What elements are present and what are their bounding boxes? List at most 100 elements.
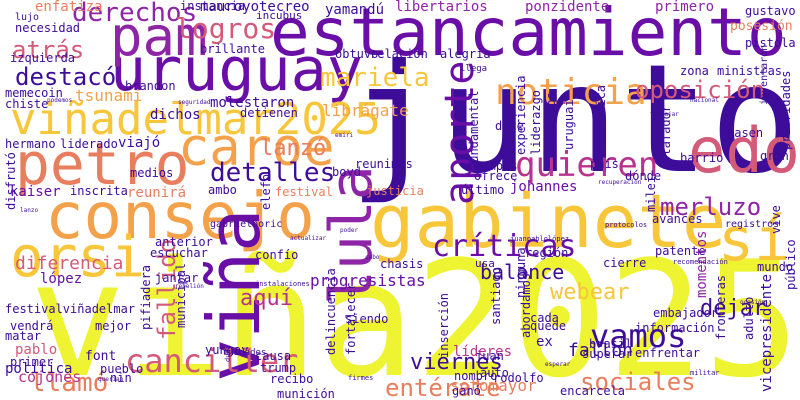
cloud-word-cada: cada bbox=[530, 311, 559, 325]
cloud-word-destaco: destacó bbox=[15, 63, 117, 91]
cloud-word-ponzidente: ponzidente bbox=[525, 0, 610, 15]
cloud-word-santiago: santiago bbox=[489, 267, 503, 325]
cloud-word-ambo: ambo bbox=[208, 183, 237, 197]
cloud-word-yungay: yungay bbox=[205, 343, 249, 357]
cloud-word-alegria: alegría bbox=[440, 47, 491, 61]
cloud-word-ofrece: ofrece bbox=[474, 169, 518, 183]
cloud-word-uruguai: uruguai bbox=[562, 99, 576, 150]
cloud-word-molestaron: molestaron bbox=[210, 95, 295, 111]
cloud-word-ultimo: último bbox=[461, 183, 505, 197]
cloud-word-ministras: ministras bbox=[717, 64, 783, 78]
cloud-word-municipal: municipal bbox=[174, 262, 188, 328]
cloud-word-milei: milei bbox=[644, 175, 658, 212]
cloud-word-trabajar: trabajar bbox=[650, 111, 679, 118]
cloud-word-fundamental: fundamental bbox=[467, 90, 481, 170]
cloud-word-brasil: brasil bbox=[589, 337, 633, 351]
cloud-word-quieren: quieren bbox=[515, 145, 659, 185]
cloud-word-relacion: relación bbox=[370, 47, 428, 61]
cloud-word-trump: trump bbox=[260, 361, 297, 375]
cloud-word-llamo: llamó bbox=[30, 368, 109, 398]
cloud-word-emiri: emiri bbox=[335, 132, 354, 139]
cloud-word-enfatiza: enfatiza bbox=[35, 0, 103, 15]
cloud-word-rodolfo: rodolfo bbox=[493, 371, 544, 385]
cloud-word-podemos: podemos bbox=[47, 97, 73, 104]
cloud-word-progresistas: progresistas bbox=[310, 271, 426, 290]
cloud-word-historica: histórica bbox=[594, 84, 608, 150]
cloud-word-primero: primero bbox=[655, 0, 715, 15]
cloud-word-logros: logros bbox=[175, 12, 277, 45]
cloud-word-primer: primer bbox=[10, 355, 54, 369]
cloud-word-poder: poder bbox=[340, 227, 359, 234]
cloud-word-desafios: desafíos bbox=[544, 92, 558, 150]
cloud-word-dejar: dejar bbox=[700, 296, 767, 321]
cloud-word-reunira: reunirá bbox=[127, 185, 187, 201]
cloud-word-instalaciones: instalaciones bbox=[255, 280, 310, 288]
cloud-word-balance: balance bbox=[480, 260, 565, 284]
cloud-word-ex: ex bbox=[536, 334, 553, 350]
cloud-word-viajo: viajó bbox=[118, 135, 161, 151]
cloud-word-cojones: cojones bbox=[18, 368, 82, 386]
cloud-word-junto: junto bbox=[348, 33, 800, 207]
cloud-word-canciller: canciller bbox=[125, 342, 299, 380]
cloud-word-pueblo: pueblo bbox=[100, 362, 144, 376]
cloud-word-recibo: recibo bbox=[270, 372, 314, 386]
cloud-word-font: font bbox=[85, 349, 117, 364]
cloud-word-firmes: firmes bbox=[348, 374, 374, 382]
cloud-word-encarcela: encarcela bbox=[560, 384, 626, 398]
cloud-word-juan: juan bbox=[475, 349, 504, 363]
cloud-word-zona: zona bbox=[680, 64, 709, 78]
cloud-word-matar: matar bbox=[5, 329, 42, 343]
cloud-word-libertarios: libertarios bbox=[395, 0, 488, 15]
cloud-word-medios: medios bbox=[130, 166, 174, 180]
cloud-word-detalles: detalles bbox=[210, 158, 336, 188]
cloud-word-vendra: vendrá bbox=[10, 319, 54, 333]
cloud-word-merluzo: merluzo bbox=[660, 193, 762, 221]
cloud-word-dice: dice bbox=[495, 119, 524, 133]
cloud-word-avances: avances bbox=[652, 212, 703, 226]
cloud-word-liderazgo: liderazgo bbox=[529, 89, 543, 155]
cloud-word-insercion: inserción bbox=[437, 292, 451, 358]
cloud-word-abordamos: abordamos bbox=[519, 272, 533, 338]
cloud-word-festivalvinadelmar: festivalviñadelmar bbox=[5, 302, 136, 316]
cloud-word-ocasion: ocasión bbox=[740, 299, 766, 306]
cloud-word-anterior: anterior bbox=[155, 235, 213, 249]
cloud-word-embajador: embajador bbox=[653, 306, 719, 320]
cloud-word-usa: usa bbox=[475, 257, 495, 270]
cloud-word-recuperacion: recuperación bbox=[598, 179, 642, 186]
cloud-word-escuchar: escuchar bbox=[150, 246, 208, 260]
cloud-word-lopez: lópez bbox=[40, 271, 83, 287]
cloud-word-actualizar: actualizar bbox=[290, 235, 327, 242]
cloud-word-cierre: cierre bbox=[603, 256, 647, 270]
cloud-word-gabrielboric: gabrielboric bbox=[210, 219, 283, 230]
cloud-word-politica: política bbox=[5, 361, 73, 377]
cloud-word-publico: público bbox=[784, 239, 798, 290]
cloud-word-auto: auto bbox=[480, 366, 509, 380]
cloud-word-si: sí bbox=[718, 205, 791, 275]
cloud-word-gabinete: gabinete bbox=[370, 179, 727, 265]
cloud-word-esperar: esperar bbox=[545, 361, 571, 368]
cloud-word-vicepresidente: vicepresidente bbox=[759, 273, 775, 392]
cloud-word-detienen: detienen bbox=[240, 106, 298, 120]
cloud-word-fortalecer: fortalecer bbox=[344, 282, 358, 355]
cloud-word-estancamiento: estancamiento bbox=[270, 0, 787, 71]
cloud-word-cabo: cabo bbox=[365, 254, 380, 261]
cloud-word-chiste: chiste bbox=[5, 97, 49, 111]
cloud-word-lideres: líderes bbox=[453, 344, 513, 360]
cloud-word-inscrita: inscrita bbox=[70, 184, 128, 198]
cloud-word-jantar: jantar bbox=[155, 271, 199, 285]
cloud-word-noticia: noticia bbox=[495, 72, 647, 113]
cloud-word-edo: edo bbox=[688, 114, 800, 187]
cloud-word-boyd: boyd bbox=[332, 165, 361, 179]
cloud-word-juanpablolopez: juanpablolópez bbox=[510, 235, 570, 243]
cloud-word-petro: petro bbox=[15, 130, 190, 198]
cloud-word-pablo: pablo bbox=[15, 342, 58, 358]
cloud-word-instancia: instancia bbox=[180, 0, 246, 13]
cloud-word-mundo: mundo bbox=[757, 260, 794, 274]
cloud-word-oposicion: oposición bbox=[635, 76, 766, 104]
cloud-word-protocolos: protocolos bbox=[605, 221, 648, 229]
cloud-word-necesidad: necesidad bbox=[15, 21, 81, 35]
cloud-word-mariela: mariela bbox=[320, 63, 430, 93]
cloud-word-chasis: chasis bbox=[380, 257, 424, 271]
cloud-word-patente: patente bbox=[655, 244, 706, 258]
cloud-word-elefo: elefo bbox=[259, 173, 273, 210]
